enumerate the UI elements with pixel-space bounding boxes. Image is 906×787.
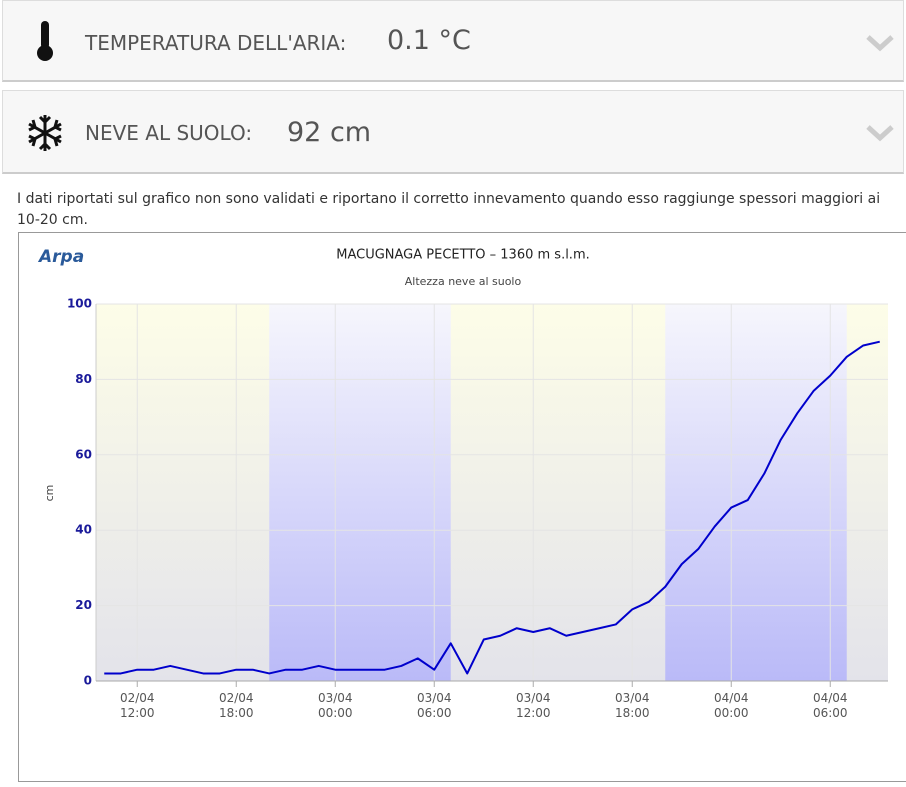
thermometer-icon: [37, 21, 53, 61]
panel-value: 92 cm: [287, 117, 372, 148]
snowflake-icon: [28, 115, 62, 151]
night-band: [665, 304, 847, 681]
logo: Arpa: [37, 247, 84, 267]
x-tick-label: 03/04 18:00: [615, 691, 650, 720]
chart: Arpa MACUGNAGA PECETTO – 1360 m s.l.m. A…: [18, 232, 906, 782]
y-tick-label: 100: [67, 297, 92, 311]
panel-label: TEMPERATURA DELL'ARIA:: [85, 31, 347, 55]
panel-label: NEVE AL SUOLO:: [85, 121, 253, 145]
temperature-panel[interactable]: TEMPERATURA DELL'ARIA: 0.1 °C: [2, 0, 904, 82]
chevron: [866, 125, 894, 142]
y-tick-label: 80: [75, 372, 92, 386]
y-tick-label: 20: [75, 598, 92, 612]
note: I dati riportati sul grafico non sono va…: [17, 191, 881, 228]
x-tick-label: 02/04 12:00: [120, 691, 155, 720]
x-tick-label: 03/04 12:00: [516, 691, 551, 720]
chart-subtitle: Altezza neve al suolo: [405, 275, 522, 288]
x-tick-label: 03/04 00:00: [318, 691, 353, 720]
panel-value: 0.1 °C: [387, 25, 471, 56]
chart-title: MACUGNAGA PECETTO – 1360 m s.l.m.: [336, 248, 590, 263]
snow-depth-line: [104, 340, 880, 675]
y-axis-label: cm: [43, 485, 56, 502]
y-tick-label: 60: [75, 447, 92, 461]
x-tick-label: 04/04 06:00: [813, 691, 848, 720]
x-tick-label: 03/04 06:00: [417, 691, 452, 720]
y-tick-label: 0: [84, 674, 92, 688]
snow-panel[interactable]: NEVE AL SUOLO: 92 cm: [2, 90, 904, 174]
x-tick-label: 04/04 00:00: [714, 691, 749, 720]
y-tick-label: 40: [75, 523, 92, 537]
night-band: [269, 304, 451, 681]
chevron: [866, 35, 894, 52]
x-tick-label: 02/04 18:00: [219, 691, 254, 720]
